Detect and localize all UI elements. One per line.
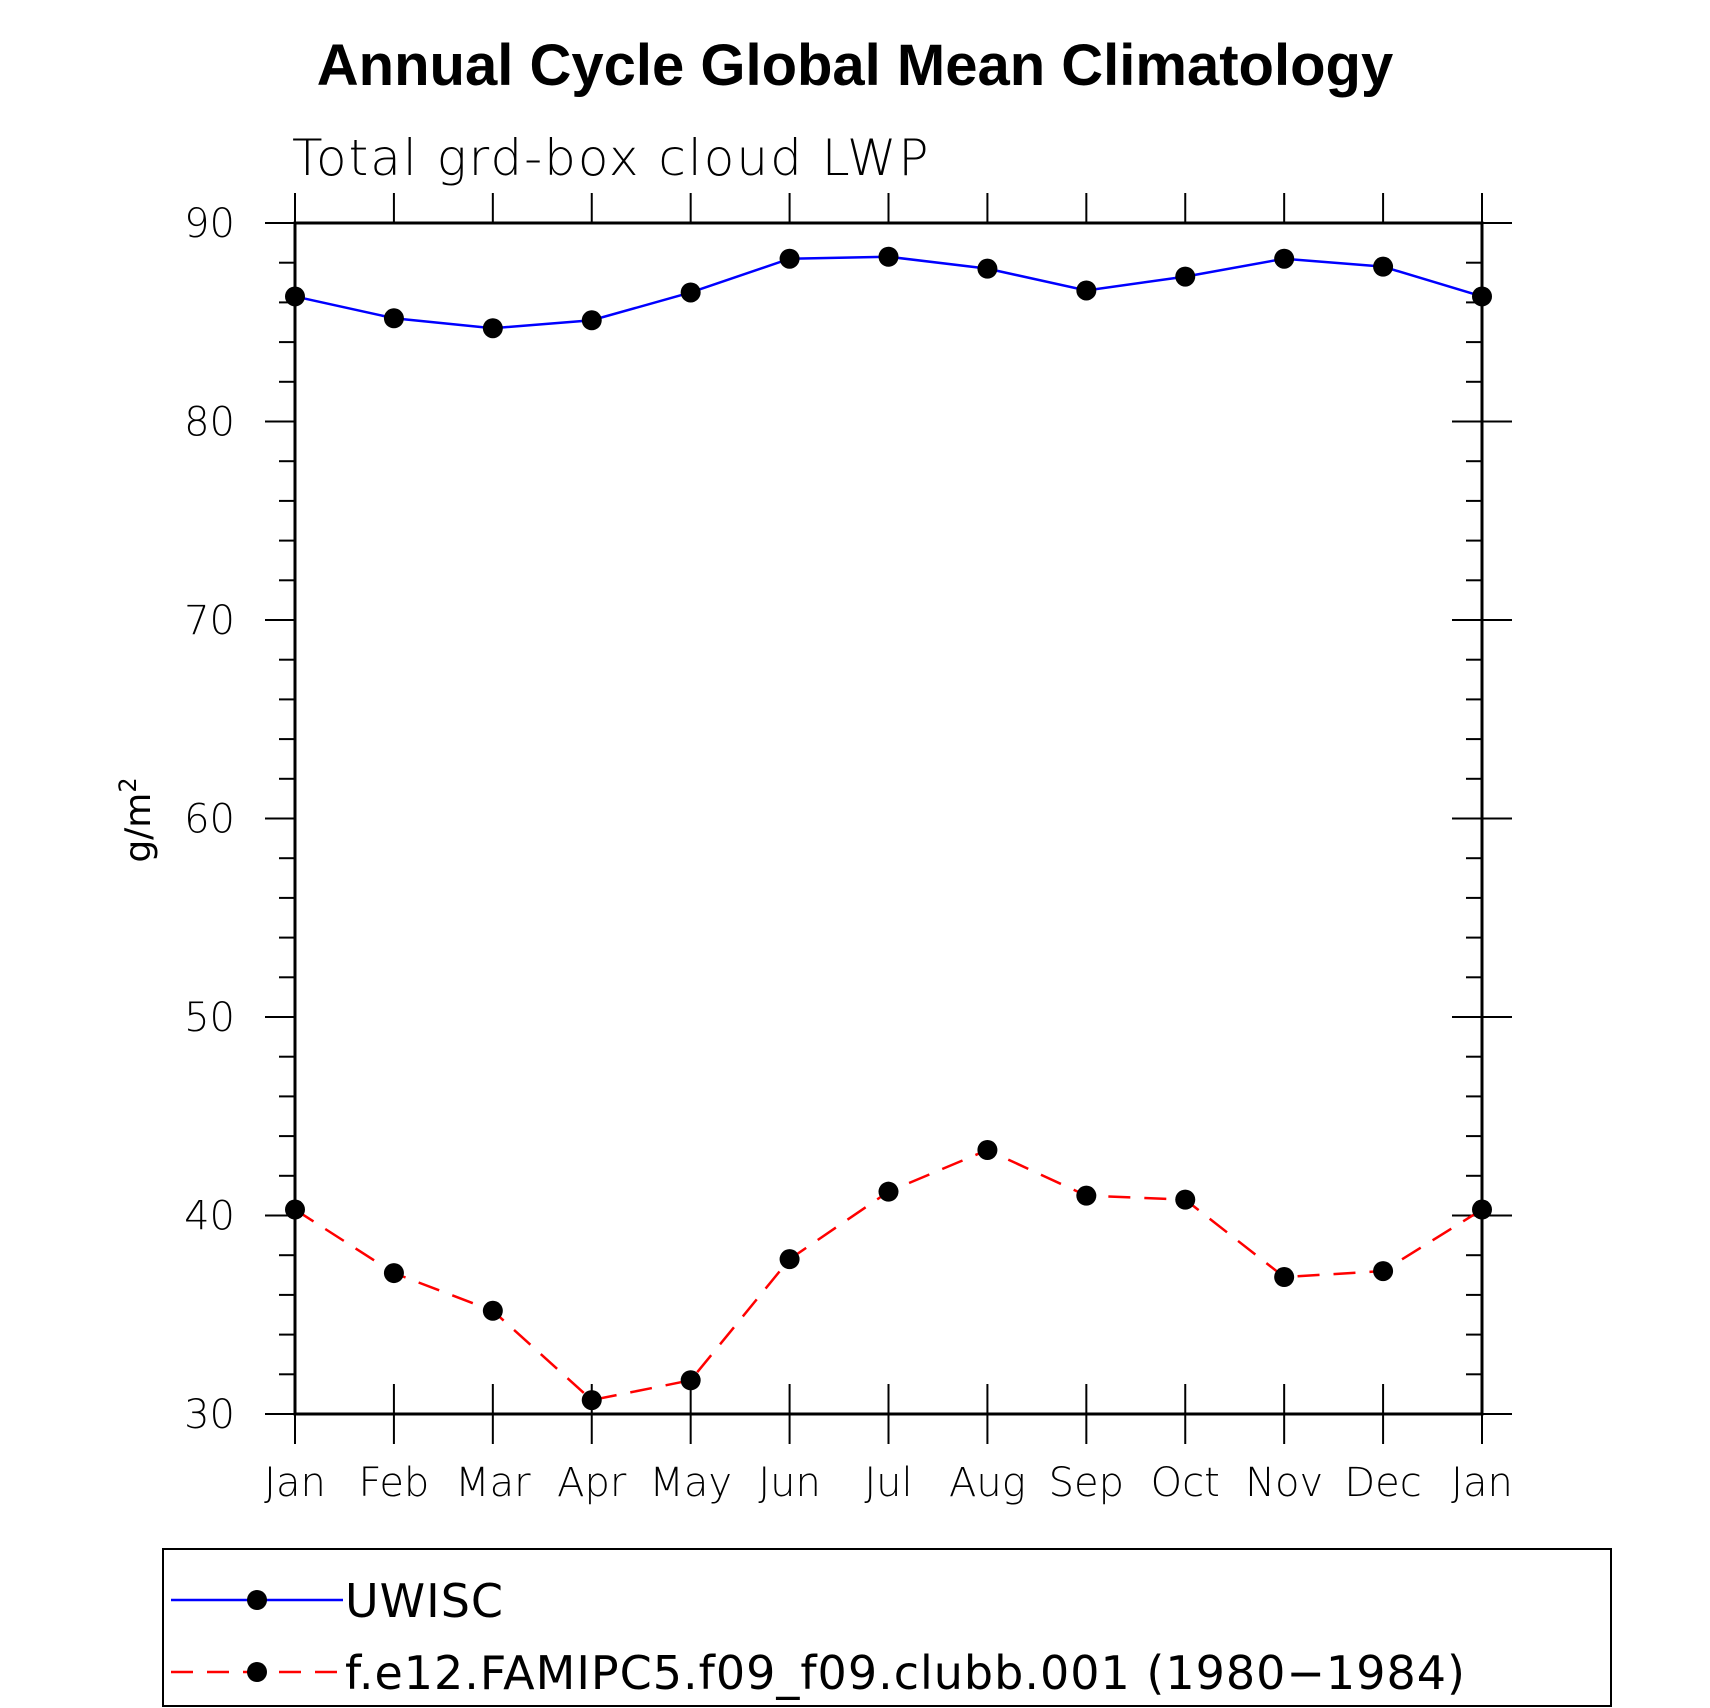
series-0-point	[1472, 286, 1492, 307]
x-axis-ticks: Jan Feb Mar Apr May Jun Jul Aug Sep Oct Nov Dec Jan	[264, 193, 1513, 1506]
x-tick-label: Sep	[1049, 1460, 1124, 1506]
y-tick-label: 40	[184, 1194, 235, 1240]
legend-label-0: UWISC	[345, 1574, 504, 1628]
series-0-point	[680, 282, 701, 303]
series-0-point	[779, 248, 800, 269]
plot-frame	[293, 221, 1484, 1416]
y-tick-label: 70	[184, 598, 235, 644]
series-0-point	[1076, 280, 1097, 301]
series-1-point	[878, 1181, 899, 1202]
series-0-point	[1274, 248, 1295, 269]
series-1-point	[285, 1199, 305, 1220]
series-1-point	[779, 1249, 800, 1270]
series-0-point	[1373, 256, 1394, 277]
chart-subtitle: Total grd-box cloud LWP	[292, 129, 931, 187]
series-0-point	[977, 258, 998, 279]
series-1-point	[1175, 1189, 1196, 1210]
series-layer	[285, 246, 1492, 1411]
x-tick-label: Jan	[264, 1460, 326, 1506]
legend-marker-1	[247, 1662, 267, 1682]
series-1-point	[680, 1370, 701, 1391]
x-tick-label: Apr	[557, 1460, 627, 1506]
series-0-point	[383, 308, 404, 329]
y-tick-label: 50	[184, 995, 235, 1041]
chart-title: Annual Cycle Global Mean Climatology	[317, 33, 1393, 98]
series-1-point	[482, 1300, 503, 1321]
x-tick-label: Oct	[1151, 1460, 1220, 1506]
x-tick-label: Jun	[758, 1460, 821, 1506]
x-tick-label: Nov	[1245, 1460, 1323, 1506]
x-tick-label: Feb	[359, 1460, 430, 1506]
series-0-point	[581, 310, 602, 331]
series-1-point	[1076, 1185, 1097, 1206]
series-1-point	[383, 1263, 404, 1284]
series-1-point	[977, 1139, 998, 1160]
series-1-point	[1373, 1261, 1394, 1282]
x-tick-label: Mar	[455, 1460, 531, 1506]
series-0-point	[878, 246, 899, 267]
legend: UWISC f.e12.FAMIPC5.f09_f09.clubb.001 (19…	[171, 1574, 1466, 1700]
series-0-point	[1175, 266, 1196, 287]
y-axis-ticks: 30 40 50 60 70 80 90	[184, 201, 1512, 1438]
series-0-point	[285, 286, 305, 307]
series-1-point	[581, 1390, 602, 1411]
y-tick-label: 30	[184, 1392, 235, 1438]
legend-box	[162, 1548, 1612, 1707]
y-axis-label-unit: g/m	[118, 793, 159, 863]
y-axis-label: g/m2	[114, 777, 159, 862]
legend-marker-0	[247, 1590, 267, 1610]
y-tick-label: 60	[184, 797, 235, 843]
series-1-point	[1274, 1267, 1295, 1288]
x-tick-label: Aug	[949, 1460, 1026, 1506]
y-tick-label: 90	[184, 201, 235, 247]
y-tick-label: 80	[184, 400, 235, 446]
x-tick-label: Jan	[1451, 1460, 1513, 1506]
series-line-0	[294, 255, 1483, 330]
x-tick-label: Jul	[864, 1460, 912, 1506]
y-axis-label-exponent: 2	[114, 777, 142, 792]
x-tick-label: Dec	[1344, 1460, 1421, 1506]
legend-label-1: f.e12.FAMIPC5.f09_f09.clubb.001 (1980−19…	[345, 1646, 1466, 1700]
series-1-point	[1472, 1199, 1492, 1220]
series-0-point	[482, 318, 503, 339]
x-tick-label: May	[649, 1460, 732, 1506]
